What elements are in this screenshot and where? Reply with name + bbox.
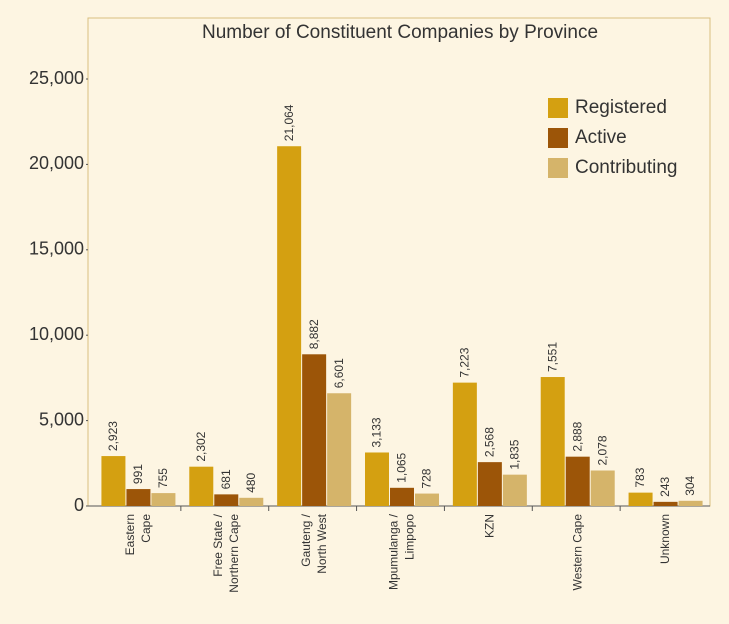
x-tick-label: Limpopo — [403, 514, 417, 560]
x-tick-label: Eastern — [123, 514, 137, 555]
data-label: 21,064 — [282, 104, 296, 141]
bar — [653, 501, 678, 506]
data-label: 2,568 — [483, 427, 497, 457]
bar — [327, 393, 352, 506]
y-tick-label: 10,000 — [29, 324, 84, 344]
data-label: 304 — [683, 475, 697, 495]
data-label: 728 — [420, 468, 434, 488]
bar — [540, 377, 565, 506]
data-label: 991 — [131, 464, 145, 484]
data-label: 1,065 — [395, 452, 409, 482]
data-label: 7,223 — [458, 347, 472, 377]
bar — [101, 456, 126, 506]
bar — [239, 497, 264, 506]
bar — [277, 146, 302, 507]
legend-swatch — [548, 98, 568, 118]
bar — [126, 489, 151, 506]
bar — [365, 452, 389, 506]
data-label: 1,835 — [508, 439, 522, 469]
x-tick-label: Northern Cape — [227, 514, 241, 593]
data-label: 7,551 — [545, 342, 559, 372]
y-tick-label: 15,000 — [29, 239, 84, 259]
data-label: 2,078 — [595, 435, 609, 465]
bar — [565, 456, 590, 506]
bar — [151, 493, 176, 506]
legend-swatch — [548, 158, 568, 178]
data-label: 3,133 — [370, 417, 384, 447]
data-label: 2,302 — [194, 431, 208, 461]
x-tick-label: Mpumulanga / — [387, 513, 401, 590]
bar — [189, 466, 214, 506]
x-tick-label: Free State / — [211, 513, 225, 576]
data-label: 243 — [658, 477, 672, 497]
bar — [452, 382, 477, 506]
data-label: 2,888 — [570, 421, 584, 451]
y-tick-label: 25,000 — [29, 68, 84, 88]
bar — [302, 354, 327, 506]
chart-title: Number of Constituent Companies by Provi… — [202, 22, 598, 43]
legend-label: Registered — [575, 97, 667, 118]
data-label: 783 — [633, 467, 647, 487]
data-label: 8,882 — [307, 319, 321, 349]
y-tick-label: 5,000 — [39, 409, 84, 429]
x-tick-label: North West — [315, 513, 329, 573]
x-tick-label: KZN — [483, 514, 497, 538]
bar — [590, 470, 615, 506]
legend-label: Active — [575, 127, 627, 148]
x-tick-label: Unknown — [658, 514, 672, 564]
data-label: 755 — [156, 468, 170, 488]
data-label: 6,601 — [332, 358, 346, 388]
data-label: 480 — [244, 472, 258, 492]
legend-swatch — [548, 128, 568, 148]
bar — [477, 462, 502, 506]
data-label: 2,923 — [106, 421, 120, 451]
bar — [415, 493, 439, 506]
x-tick-label: Gauteng / — [299, 513, 313, 566]
bar — [390, 487, 414, 506]
bar — [502, 474, 527, 506]
y-tick-label: 0 — [74, 495, 84, 515]
x-tick-label: Western Cape — [570, 514, 584, 591]
bar — [628, 492, 653, 506]
x-tick-label: Cape — [139, 514, 153, 543]
y-tick-label: 20,000 — [29, 153, 84, 173]
data-label: 681 — [219, 469, 233, 489]
bar — [214, 494, 239, 506]
plot-frame — [87, 17, 711, 507]
bar — [678, 500, 703, 506]
legend-label: Contributing — [575, 157, 677, 178]
